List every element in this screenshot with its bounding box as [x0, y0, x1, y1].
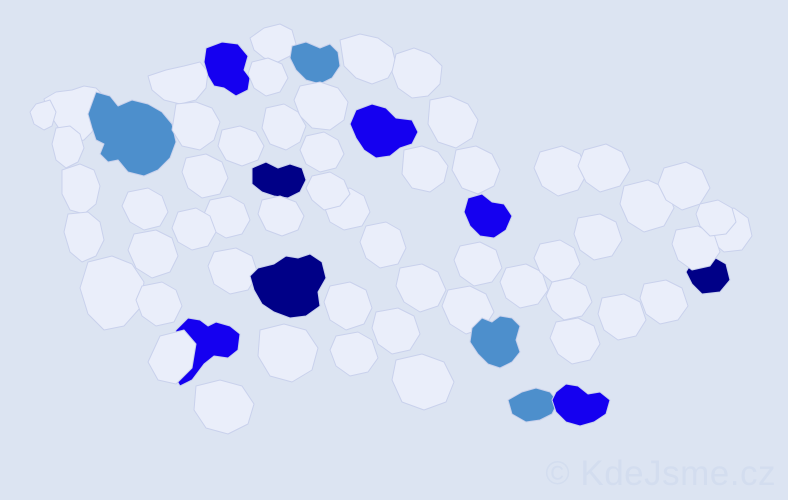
watermark: © KdeJsme.cz	[545, 454, 776, 494]
district-bruntal[interactable]	[619, 179, 675, 233]
district-cesky-krumlov[interactable]	[147, 329, 197, 385]
district-tachov[interactable]	[61, 163, 101, 215]
district-pardubice[interactable]	[401, 145, 449, 193]
district-jihlava[interactable]	[329, 331, 379, 377]
district-blansko[interactable]	[453, 241, 503, 287]
district-jablonec[interactable]	[247, 57, 289, 97]
district-nymburk[interactable]	[299, 131, 345, 173]
district-klatovy[interactable]	[79, 255, 145, 331]
district-usti-nad-orlici[interactable]	[451, 145, 501, 195]
copyright-icon: ©	[545, 454, 571, 491]
district-vyskov[interactable]	[499, 263, 549, 309]
district-znojmo[interactable]	[391, 353, 455, 411]
district-uherske-hradiste[interactable]	[549, 317, 601, 365]
district-havlickuv-brod[interactable]	[359, 221, 407, 269]
district-breclav-light[interactable]	[469, 315, 521, 369]
district-nachod[interactable]	[391, 47, 443, 99]
district-strakonice[interactable]	[135, 281, 183, 327]
district-pribram[interactable]	[207, 247, 259, 295]
watermark-text: KdeJsme.cz	[570, 454, 776, 493]
district-kolin[interactable]	[305, 171, 351, 211]
district-praha-west[interactable]	[257, 195, 305, 237]
district-semily[interactable]	[289, 41, 341, 85]
district-usti-nad-labem[interactable]	[147, 61, 209, 105]
district-louny-nw[interactable]	[87, 91, 177, 177]
district-ceska-lipa[interactable]	[171, 101, 221, 151]
district-ostrava[interactable]	[695, 199, 737, 237]
district-hradec-kralove[interactable]	[349, 103, 419, 159]
district-decin[interactable]	[203, 41, 251, 97]
district-hodonin-light[interactable]	[507, 387, 559, 423]
district-tabor[interactable]	[249, 253, 327, 319]
district-plzen-mesto[interactable]	[121, 187, 169, 231]
district-rychnov[interactable]	[427, 95, 479, 149]
district-olomouc[interactable]	[573, 213, 623, 261]
district-pelhrimov[interactable]	[323, 281, 373, 331]
district-prostejov[interactable]	[533, 239, 581, 283]
district-jindrichuv-hradec[interactable]	[257, 323, 319, 383]
district-jesenik[interactable]	[577, 143, 631, 193]
district-breclav-bright[interactable]	[551, 383, 611, 427]
district-plzen-south[interactable]	[127, 229, 179, 279]
district-rokycany[interactable]	[171, 207, 217, 251]
district-kromeriz[interactable]	[545, 277, 593, 321]
district-liberec[interactable]	[249, 23, 297, 63]
district-sokolov[interactable]	[29, 99, 57, 131]
district-melnik[interactable]	[217, 125, 265, 167]
district-cheb[interactable]	[51, 125, 85, 169]
district-rakovnik[interactable]	[181, 153, 229, 199]
district-zdar-nad-sazavou[interactable]	[395, 263, 447, 313]
district-zlin[interactable]	[597, 293, 647, 341]
district-layer	[29, 23, 753, 435]
district-sumperk[interactable]	[533, 145, 589, 197]
district-svitavy[interactable]	[463, 193, 513, 239]
district-trebic[interactable]	[371, 307, 421, 355]
district-ceske-budejovice[interactable]	[193, 379, 255, 435]
district-jicin[interactable]	[293, 81, 349, 131]
district-mlada-boleslav[interactable]	[261, 103, 307, 151]
district-kladno[interactable]	[251, 161, 307, 199]
district-trutnov[interactable]	[339, 33, 397, 85]
district-domazlice[interactable]	[63, 211, 105, 263]
district-vsetin[interactable]	[639, 279, 689, 325]
